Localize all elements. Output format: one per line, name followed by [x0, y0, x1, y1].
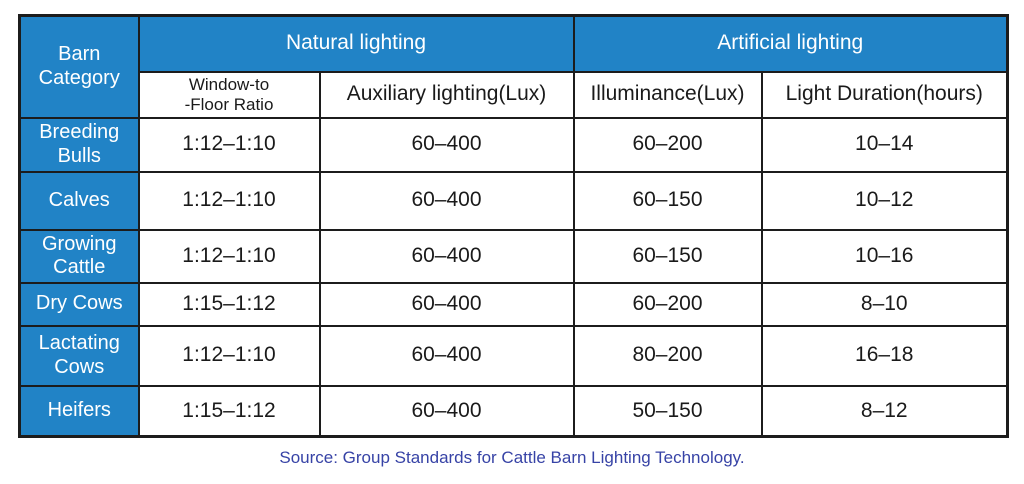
table-row-breeding-bulls: Breeding Bulls 1:12–1:10 60–400 60–200 1…: [18, 116, 1009, 173]
table-row-lactating-cows: Lactating Cows 1:12–1:10 60–400 80–200 1…: [18, 324, 1009, 387]
table-cell: 1:15–1:12: [137, 384, 321, 438]
row-header-heifers: Heifers: [18, 384, 140, 438]
table-cell: 60–400: [318, 324, 575, 387]
table-cell: 1:12–1:10: [137, 324, 321, 387]
table-row-heifers: Heifers 1:15–1:12 60–400 50–150 8–12: [18, 384, 1009, 438]
table-cell: 60–200: [572, 281, 763, 327]
table-cell: 1:12–1:10: [137, 228, 321, 284]
col-header-light-duration: Light Duration(hours): [760, 70, 1009, 119]
row-header-growing-cattle: Growing Cattle: [18, 228, 140, 284]
row-header-calves: Calves: [18, 170, 140, 231]
table-cell: 60–400: [318, 384, 575, 438]
table-cell: 8–12: [760, 384, 1009, 438]
group-header-artificial-lighting: Artificial lighting: [572, 14, 1009, 73]
cattle-barn-lighting-table: Barn Category Natural lighting Artificia…: [18, 14, 1009, 439]
table-cell: 16–18: [760, 324, 1009, 387]
source-note: Source: Group Standards for Cattle Barn …: [279, 448, 745, 467]
table-cell: 1:12–1:10: [137, 170, 321, 231]
corner-header-barn-category: Barn Category: [18, 14, 140, 119]
table-cell: 1:12–1:10: [137, 116, 321, 173]
table-cell: 60–400: [318, 228, 575, 284]
table-cell: 60–150: [572, 170, 763, 231]
table-cell: 8–10: [760, 281, 1009, 327]
col-header-illuminance: Illuminance(Lux): [572, 70, 763, 119]
table-cell: 1:15–1:12: [137, 281, 321, 327]
table-row-growing-cattle: Growing Cattle 1:12–1:10 60–400 60–150 1…: [18, 228, 1009, 284]
group-header-natural-lighting: Natural lighting: [137, 14, 575, 73]
table-cell: 50–150: [572, 384, 763, 438]
col-header-window-to-floor-ratio: Window-to -Floor Ratio: [137, 70, 321, 119]
table-row-calves: Calves 1:12–1:10 60–400 60–150 10–12: [18, 170, 1009, 231]
table-cell: 10–14: [760, 116, 1009, 173]
table-cell: 60–200: [572, 116, 763, 173]
table-cell: 10–12: [760, 170, 1009, 231]
col-header-auxiliary-lighting: Auxiliary lighting(Lux): [318, 70, 575, 119]
table-cell: 60–400: [318, 281, 575, 327]
row-header-lactating-cows: Lactating Cows: [18, 324, 140, 387]
table-cell: 10–16: [760, 228, 1009, 284]
sub-header-row: Window-to -Floor Ratio Auxiliary lightin…: [20, 70, 1009, 119]
table-cell: 80–200: [572, 324, 763, 387]
table-cell: 60–150: [572, 228, 763, 284]
table-row-dry-cows: Dry Cows 1:15–1:12 60–400 60–200 8–10: [18, 281, 1009, 327]
group-header-row: Barn Category Natural lighting Artificia…: [18, 14, 1009, 119]
row-header-breeding-bulls: Breeding Bulls: [18, 116, 140, 173]
row-header-dry-cows: Dry Cows: [18, 281, 140, 327]
table-cell: 60–400: [318, 116, 575, 173]
table-cell: 60–400: [318, 170, 575, 231]
